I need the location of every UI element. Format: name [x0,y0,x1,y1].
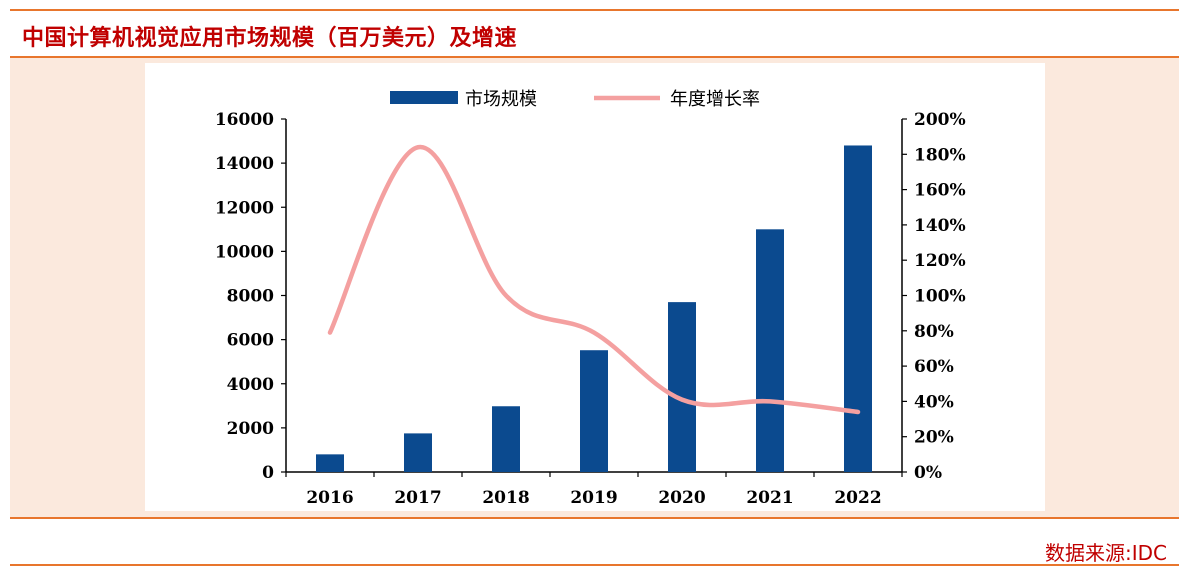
data-source: 数据来源:IDC [1044,541,1167,565]
legend-label-growth-rate: 年度增长率 [670,89,760,110]
bar-2022 [844,145,872,472]
bar-2020 [668,302,696,472]
bar-2016 [316,454,344,472]
bar-2017 [404,433,432,472]
bar-2018 [492,406,520,472]
legend-swatch-market-size [390,91,458,104]
right-axis-tick-label: 80% [914,322,954,342]
left-axis-tick-label: 12000 [215,198,274,218]
left-axis-tick-label: 2000 [227,419,274,439]
legend-label-market-size: 市场规模 [465,89,537,110]
right-axis-tick-label: 0% [914,463,942,483]
left-axis-tick-label: 10000 [215,242,274,262]
bar-2021 [756,229,784,472]
left-axis-tick-label: 0 [262,463,274,483]
footer-rule [10,564,1179,566]
x-axis-tick-label: 2016 [306,488,353,508]
combo-chart: 0 2000 4000 6000 8000 10000 12000 14000 16000 0% 2… [215,89,966,508]
left-axis-tick-label: 4000 [227,375,274,395]
bar-2019 [580,350,608,472]
growth-rate-line [327,144,861,415]
page-title: 中国计算机视觉应用市场规模（百万美元）及增速 [22,26,518,51]
right-axis-tick-label: 60% [914,357,954,377]
top-rule [10,9,1179,11]
x-axis-tick-label: 2020 [658,488,705,508]
right-axis-tick-label: 180% [914,145,966,165]
left-axis-tick-label: 6000 [227,331,274,351]
right-axis-tick-label: 120% [914,251,966,271]
right-axis-tick-label: 20% [914,428,954,448]
x-axis-tick-label: 2021 [746,488,793,508]
right-axis-tick-label: 160% [914,181,966,201]
right-axis-tick-label: 40% [914,392,954,412]
right-axis-tick-label: 100% [914,287,966,307]
x-axis-tick-label: 2019 [570,488,617,508]
left-axis-tick-label: 14000 [215,154,274,174]
right-axis-tick-label: 200% [914,110,966,130]
title-rule [10,56,1179,58]
left-axis-tick-label: 8000 [227,287,274,307]
bottom-rule [10,517,1179,519]
left-axis-tick-label: 16000 [215,110,274,130]
x-axis-tick-label: 2022 [834,488,881,508]
chart-card: 0 2000 4000 6000 8000 10000 12000 14000 16000 0% 2… [145,63,1045,511]
x-axis-tick-label: 2018 [482,488,529,508]
x-axis-tick-label: 2017 [394,488,441,508]
right-axis-tick-label: 140% [914,216,966,236]
